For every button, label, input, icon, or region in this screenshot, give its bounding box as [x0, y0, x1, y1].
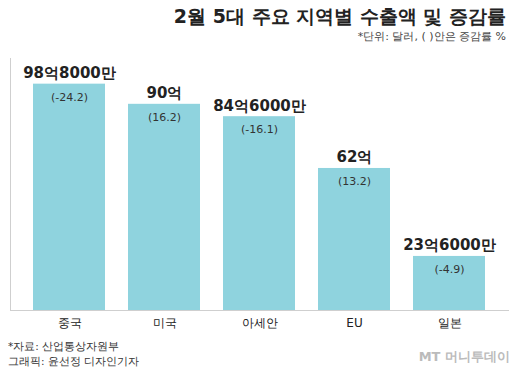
svg-text:(-16.1): (-16.1) — [241, 123, 278, 136]
svg-text:EU: EU — [346, 316, 362, 330]
svg-text:일본: 일본 — [438, 316, 462, 330]
svg-text:98억8000만: 98억8000만 — [23, 64, 116, 82]
svg-text:90억: 90억 — [147, 84, 183, 102]
svg-text:(16.2): (16.2) — [148, 111, 181, 124]
svg-text:23억6000만: 23억6000만 — [403, 236, 496, 254]
svg-text:(13.2): (13.2) — [338, 175, 371, 188]
svg-text:62억: 62억 — [337, 148, 373, 166]
svg-text:(-4.9): (-4.9) — [434, 263, 464, 276]
html-text:*자료: 산업통상자원부: *자료: 산업통상자원부 — [8, 340, 120, 352]
svg-text:84억6000만: 84억6000만 — [213, 96, 306, 114]
html-text:*단위: 달러, ( )안은 증감률 %: *단위: 달러, ( )안은 증감률 % — [357, 30, 506, 43]
html-text:그래픽: 윤선정 디자인기자: 그래픽: 윤선정 디자인기자 — [8, 355, 140, 367]
html-text:2월 5대 주요 지역별 수출액 및 증감률: 2월 5대 주요 지역별 수출액 및 증감률 — [173, 5, 506, 27]
svg-text:미국: 미국 — [153, 316, 177, 330]
svg-text:(-24.2): (-24.2) — [51, 91, 88, 104]
svg-text:중국: 중국 — [58, 316, 82, 330]
svg-text:아세안: 아세안 — [242, 316, 278, 330]
html-text:MT 머니투데이: MT 머니투데이 — [418, 349, 510, 364]
